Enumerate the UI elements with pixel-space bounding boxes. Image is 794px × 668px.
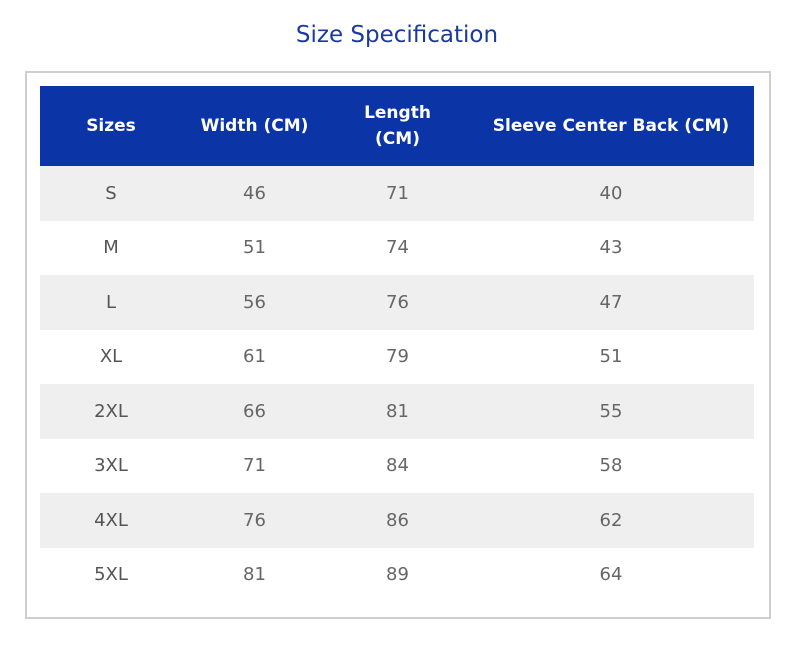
value-cell: 79	[386, 346, 409, 368]
value-cell: 61	[243, 346, 266, 368]
value-cell: 51	[599, 346, 623, 368]
table-row: L 56 76 47	[40, 275, 754, 330]
title: Size Specification	[295, 22, 499, 48]
column-header: Width (CM)	[182, 86, 327, 166]
value-cell: 56	[182, 275, 327, 330]
size-cell: L	[40, 275, 182, 330]
column-header: Sizes	[40, 86, 182, 166]
value-cell: 64	[599, 564, 623, 586]
size-cell: 4XL	[40, 493, 182, 548]
size-cell: M	[103, 237, 119, 259]
size-cell: 2XL	[40, 384, 182, 439]
size-cell: 5XL	[94, 564, 128, 586]
column-header-text: Length (CM)	[364, 103, 431, 149]
value-cell: 71	[243, 455, 266, 477]
column-header-text: Width (CM)	[200, 116, 309, 136]
column-header-text: Sleeve Center Back (CM)	[492, 116, 730, 136]
value-cell: 86	[327, 493, 468, 548]
value-cell: 47	[468, 275, 754, 330]
header-row: Sizes Width (CM) Length (CM) Sleeve Center …	[40, 86, 754, 166]
size-cell: XL	[99, 346, 123, 368]
value-cell: 74	[386, 237, 409, 259]
value-cell: 81	[327, 384, 468, 439]
table-frame: Sizes Width (CM) Length (CM) Sleeve Center …	[25, 71, 771, 619]
value-cell: 40	[468, 166, 754, 221]
size-cell: S	[40, 166, 182, 221]
table-row: 4XL 76 86 62	[40, 493, 754, 548]
value-cell: 84	[386, 455, 409, 477]
table-head: Sizes Width (CM) Length (CM) Sleeve Center …	[40, 86, 754, 166]
table-body: S 46 71 40 M 51 74 43 L 56 76 47 XL 61 79 51 2XL 66 81 55 3X…	[40, 166, 754, 602]
value-cell: 76	[327, 275, 468, 330]
value-cell: 46	[182, 166, 327, 221]
value-cell: 81	[243, 564, 266, 586]
size-cell: 3XL	[94, 455, 128, 477]
value-cell: 62	[468, 493, 754, 548]
value-cell: 51	[243, 237, 266, 259]
table-row: XL 61 79 51	[40, 330, 754, 385]
value-cell: 71	[327, 166, 468, 221]
column-header: Sleeve Center Back (CM)	[468, 86, 754, 166]
value-cell: 55	[468, 384, 754, 439]
table-row: M 51 74 43	[40, 221, 754, 276]
table-row: 3XL 71 84 58	[40, 439, 754, 494]
value-cell: 43	[599, 237, 623, 259]
value-cell: 66	[182, 384, 327, 439]
column-header: Length (CM)	[327, 86, 468, 166]
value-cell: 58	[599, 455, 623, 477]
column-header-text: Sizes	[86, 116, 136, 136]
size-table: Sizes Width (CM) Length (CM) Sleeve Center …	[40, 86, 754, 602]
value-cell: 89	[386, 564, 409, 586]
table-row: 2XL 66 81 55	[40, 384, 754, 439]
table-row: S 46 71 40	[40, 166, 754, 221]
table-row: 5XL 81 89 64	[40, 548, 754, 603]
value-cell: 76	[182, 493, 327, 548]
